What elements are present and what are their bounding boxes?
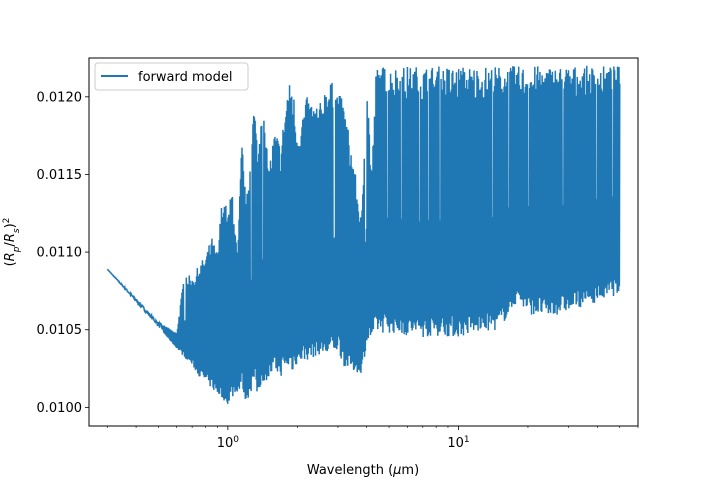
y-axis-label: (Rp/Rs)2 [2, 218, 22, 267]
x-tick-label-base: 10 [217, 436, 234, 451]
legend-label: forward model [138, 70, 232, 85]
x-axis-label: Wavelength (μm) [307, 463, 419, 478]
y-tick-label: 0.0105 [37, 323, 83, 338]
series-line-forward-model [106, 65, 621, 404]
y-axis: 0.0100 0.0105 0.0110 0.0115 0.0120 [37, 90, 89, 416]
y-axis-label-part: ( [3, 261, 18, 266]
y-tick-label: 0.0115 [37, 168, 83, 183]
x-tick-label-base: 10 [447, 436, 464, 451]
y-tick-label: 0.0100 [37, 401, 83, 416]
y-axis-label-part: R [3, 252, 18, 261]
y-tick-label: 0.0110 [37, 246, 83, 261]
x-axis: 100 101 [106, 426, 639, 451]
axes-frame [88, 57, 639, 427]
plot-area [106, 65, 621, 404]
y-axis-label-part: p [12, 246, 22, 253]
y-tick-label: 0.0120 [37, 90, 83, 105]
y-axis-label-part: R [3, 233, 18, 242]
legend-box [94, 62, 249, 91]
x-tick-label-exponent: 0 [233, 435, 239, 445]
y-axis-label-part: s [12, 228, 22, 233]
y-axis-label-part: 2 [2, 218, 12, 224]
x-tick-label-exponent: 1 [464, 435, 470, 445]
x-axis-label-unit-rest: m) [401, 463, 419, 478]
y-axis-label-part: ) [3, 223, 18, 228]
y-axis-label-part: / [3, 242, 18, 247]
legend: forward model [94, 62, 249, 91]
x-tick-label: 100 [217, 435, 240, 451]
x-axis-label-unit: μ [392, 463, 401, 478]
x-tick-label: 101 [447, 435, 469, 451]
